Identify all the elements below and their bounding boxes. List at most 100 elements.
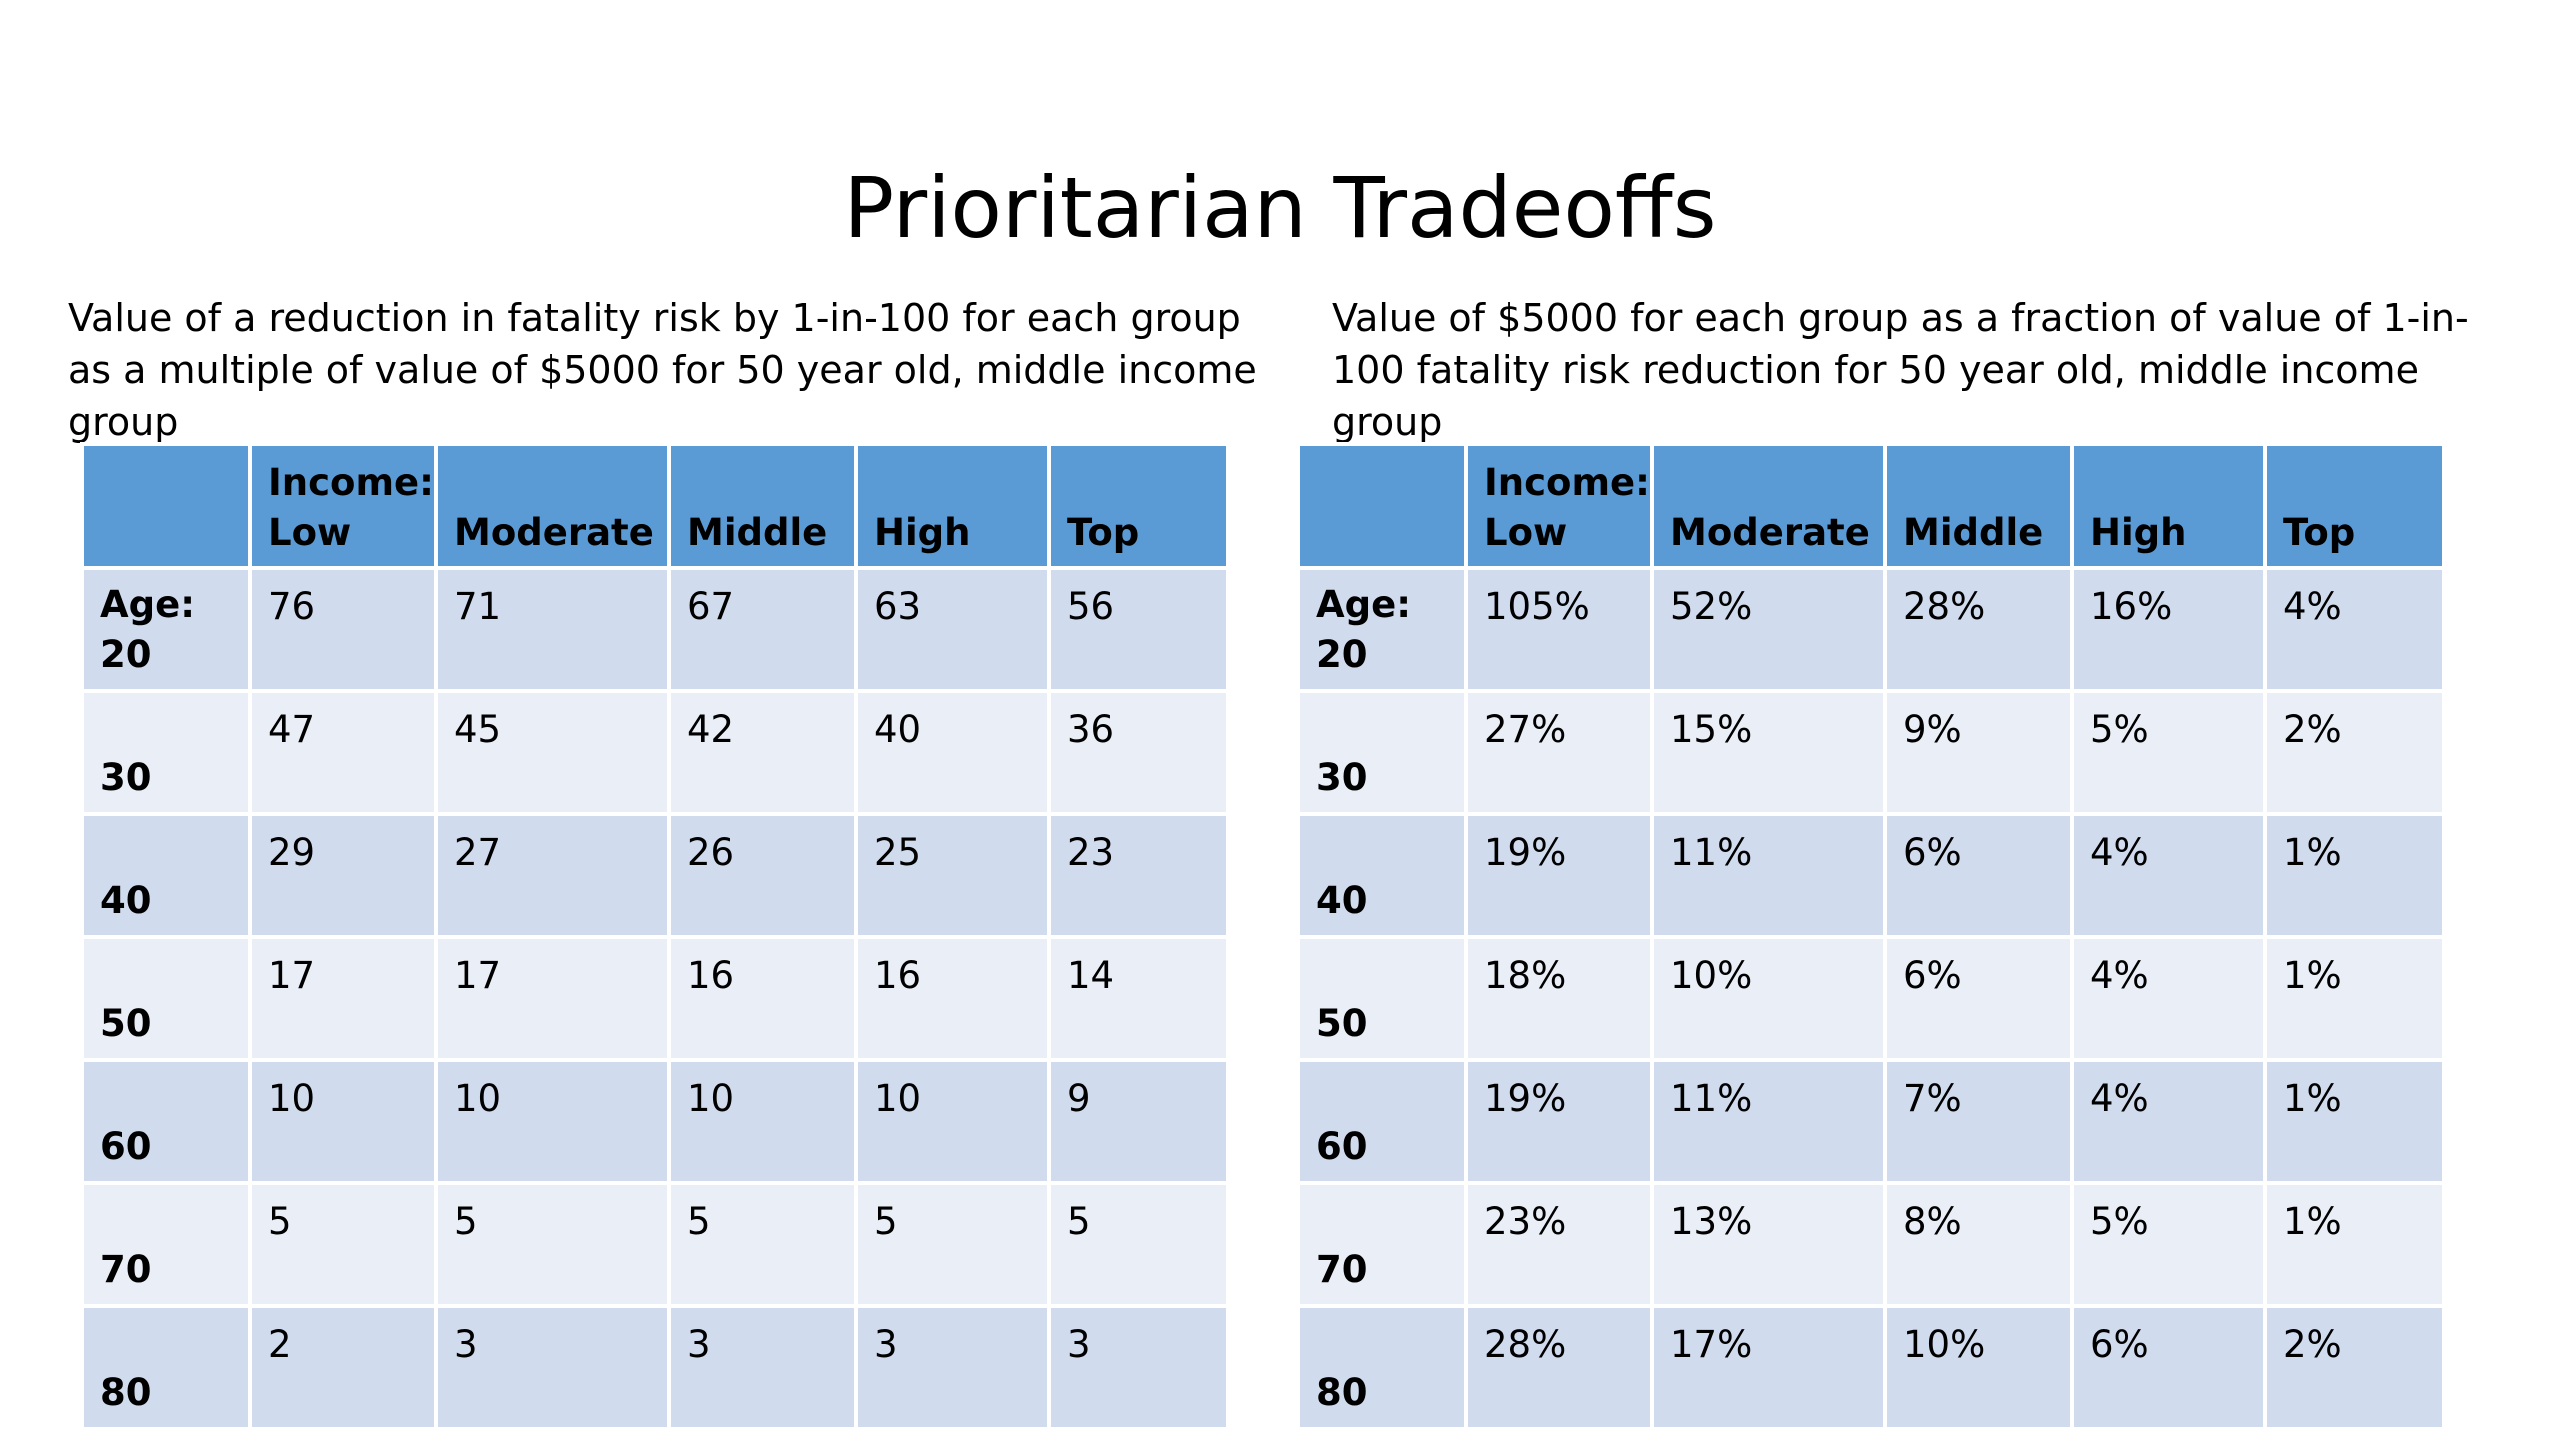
table-cell: 9%: [1883, 689, 2074, 816]
age-value: 70: [100, 1248, 152, 1291]
age-value: 80: [1316, 1371, 1368, 1414]
table-cell: 16: [854, 935, 1051, 1062]
age-label: [1316, 1195, 1464, 1245]
table-row: 80 2 3 3 3 3: [80, 1304, 1230, 1431]
table-row: 50 17 17 16 16 14: [80, 935, 1230, 1062]
table-body: Age: 20 105% 52% 28% 16% 4% 30 27% 15% 9% 5% 2% 40 19%…: [1296, 566, 2446, 1431]
table-cell: 16%: [2070, 566, 2267, 693]
row-header-age: 40: [80, 812, 252, 939]
header-corner-cell: [80, 442, 252, 570]
header-middle: Middle: [667, 442, 858, 570]
table-row: 50 18% 10% 6% 4% 1%: [1296, 935, 2446, 1062]
table-cell: 23%: [1464, 1181, 1654, 1308]
age-value: 60: [100, 1125, 152, 1168]
age-label: [1316, 1318, 1464, 1368]
header-high: High: [2070, 442, 2267, 570]
table-row: 30 47 45 42 40 36: [80, 689, 1230, 816]
table-cell: 28%: [1464, 1304, 1654, 1431]
table-row: Age: 20 76 71 67 63 56: [80, 566, 1230, 693]
age-value: 70: [1316, 1248, 1368, 1291]
table-cell: 26: [667, 812, 858, 939]
table-cell: 4%: [2070, 1058, 2267, 1185]
table-row: Age: 20 105% 52% 28% 16% 4%: [1296, 566, 2446, 693]
table-cell: 10: [854, 1058, 1051, 1185]
table-cell: 9: [1047, 1058, 1230, 1185]
row-header-age: Age: 20: [1296, 566, 1468, 693]
table-cell: 6%: [1883, 812, 2074, 939]
table-cell: 42: [667, 689, 858, 816]
row-header-age: 80: [1296, 1304, 1468, 1431]
table-cell: 4%: [2263, 566, 2446, 693]
income-label: Income:: [1484, 461, 1650, 504]
table-cell: 52%: [1650, 566, 1887, 693]
table-cell: 3: [854, 1304, 1051, 1431]
table-cell: 6%: [1883, 935, 2074, 1062]
table-cell: 10: [667, 1058, 858, 1185]
header-top: Top: [1047, 442, 1230, 570]
header-corner-cell: [1296, 442, 1468, 570]
header-middle: Middle: [1883, 442, 2074, 570]
age-value: 40: [100, 879, 152, 922]
table-cell: 3: [667, 1304, 858, 1431]
table-cell: 18%: [1464, 935, 1654, 1062]
table-cell: 17: [434, 935, 671, 1062]
table-row: 70 23% 13% 8% 5% 1%: [1296, 1181, 2446, 1308]
table-row: 40 19% 11% 6% 4% 1%: [1296, 812, 2446, 939]
table-cell: 76: [248, 566, 438, 693]
table-cell: 6%: [2070, 1304, 2267, 1431]
row-header-age: 40: [1296, 812, 1468, 939]
table-header-row: Income: Low Moderate Middle High Top: [1296, 442, 2446, 570]
table-cell: 2%: [2263, 1304, 2446, 1431]
table-cell: 2%: [2263, 689, 2446, 816]
table-cell: 63: [854, 566, 1051, 693]
income-label: Income:: [268, 461, 434, 504]
header-low: Income: Low: [1464, 442, 1654, 570]
age-label: [1316, 826, 1464, 876]
table-cell: 11%: [1650, 812, 1887, 939]
age-value: 20: [1316, 633, 1368, 676]
table-cell: 25: [854, 812, 1051, 939]
table-cell: 1%: [2263, 812, 2446, 939]
table-cell: 5: [1047, 1181, 1230, 1308]
table-cell: 40: [854, 689, 1051, 816]
table-cell: 27%: [1464, 689, 1654, 816]
table-cell: 5: [434, 1181, 671, 1308]
age-label: Age:: [100, 583, 196, 626]
table-cell: 45: [434, 689, 671, 816]
table-cell: 10: [248, 1058, 438, 1185]
table-cell: 4%: [2070, 812, 2267, 939]
table-cell: 15%: [1650, 689, 1887, 816]
table-cell: 5%: [2070, 689, 2267, 816]
age-value: 30: [1316, 756, 1368, 799]
table-cell: 14: [1047, 935, 1230, 1062]
age-label: [100, 949, 248, 999]
table-cell: 4%: [2070, 935, 2267, 1062]
header-top: Top: [2263, 442, 2446, 570]
age-label: [100, 1195, 248, 1245]
table-cell: 1%: [2263, 935, 2446, 1062]
age-label: Age:: [1316, 583, 1412, 626]
header-low: Income: Low: [248, 442, 438, 570]
table-cell: 5: [667, 1181, 858, 1308]
table-cell: 11%: [1650, 1058, 1887, 1185]
5000-fraction-table: Income: Low Moderate Middle High Top Age…: [1296, 442, 2446, 1431]
table-cell: 56: [1047, 566, 1230, 693]
table-cell: 19%: [1464, 812, 1654, 939]
row-header-age: 50: [80, 935, 252, 1062]
table-cell: 36: [1047, 689, 1230, 816]
table-cell: 2: [248, 1304, 438, 1431]
table-cell: 5: [248, 1181, 438, 1308]
table-cell: 3: [1047, 1304, 1230, 1431]
table-header-row: Income: Low Moderate Middle High Top: [80, 442, 1230, 570]
row-header-age: Age: 20: [80, 566, 252, 693]
slide-title: Prioritarian Tradeoffs: [843, 159, 1717, 257]
table-cell: 47: [248, 689, 438, 816]
column-label: Low: [268, 511, 352, 554]
age-label: [1316, 949, 1464, 999]
table-cell: 5: [854, 1181, 1051, 1308]
table-cell: 13%: [1650, 1181, 1887, 1308]
age-label: [100, 1072, 248, 1122]
age-label: [1316, 703, 1464, 753]
age-label: [1316, 1072, 1464, 1122]
table-cell: 8%: [1883, 1181, 2074, 1308]
